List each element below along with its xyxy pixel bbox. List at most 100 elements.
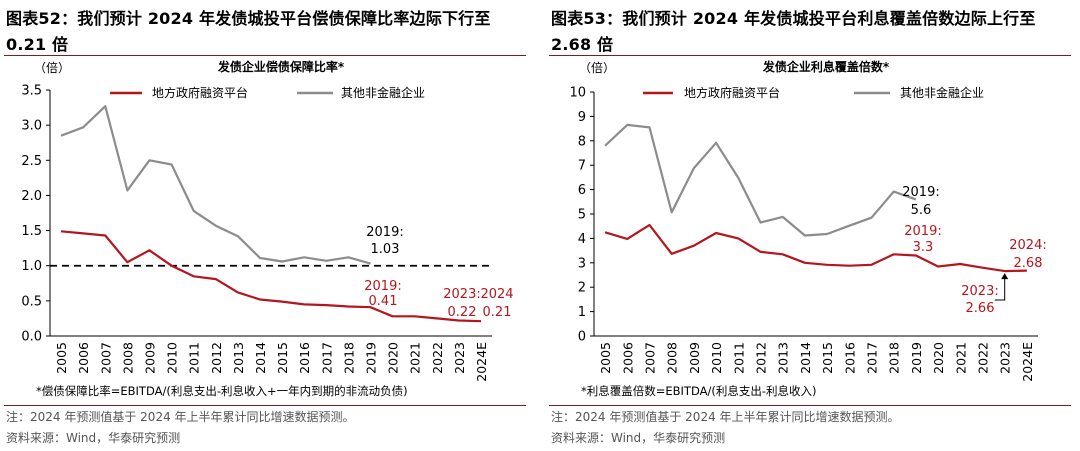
annotation-label: 2024: xyxy=(1009,238,1046,253)
y-tick-label: 0 xyxy=(578,330,586,345)
annotation-value: 5.6 xyxy=(911,203,932,218)
x-tick-label: 2008 xyxy=(120,342,135,374)
y-tick-label: 2.5 xyxy=(21,154,42,169)
x-tick-label: 2016 xyxy=(842,342,857,374)
y-tick-label: 7 xyxy=(578,159,586,174)
forecast-note: 注：2024 年预测值基于 2024 年上半年累计同比增速数据预测。 xyxy=(6,410,355,424)
y-tick-label: 1.0 xyxy=(21,259,42,274)
y-tick-label: 2 xyxy=(578,281,586,296)
annotation-label: 2019: xyxy=(366,225,403,240)
y-tick-label: 9 xyxy=(578,110,586,125)
x-tick-label: 2019 xyxy=(909,342,924,374)
x-tick-label: 2009 xyxy=(142,342,157,374)
annotation-value: 3.3 xyxy=(913,240,934,255)
forecast-note: 注：2024 年预测值基于 2024 年上半年累计同比增速数据预测。 xyxy=(551,410,900,424)
y-axis-unit-label: （倍） xyxy=(34,60,70,75)
x-tick-label: 2009 xyxy=(687,342,702,374)
x-tick-label: 2005 xyxy=(598,342,613,374)
x-tick-label: 2013 xyxy=(231,342,246,374)
x-tick-label: 2019 xyxy=(363,342,378,374)
y-tick-label: 4 xyxy=(578,232,586,247)
annotation-label: 2019: xyxy=(904,224,941,239)
y-axis-unit-label: （倍） xyxy=(579,60,615,75)
x-tick-label: 2017 xyxy=(319,342,334,374)
x-tick-label: 2013 xyxy=(776,342,791,374)
annotation-label: 2023: xyxy=(961,284,998,299)
annotation-arrow-head xyxy=(1001,273,1009,280)
annotation-label: 2023: xyxy=(443,287,480,302)
chart-footnote: *偿债保障比率=EBITDA/(利息支出-利息收入+一年内到期的非流动负债) xyxy=(36,384,408,398)
x-tick-label: 2020 xyxy=(931,342,946,374)
y-tick-label: 0.5 xyxy=(21,294,42,309)
x-tick-label: 2005 xyxy=(54,342,69,374)
x-tick-label: 2007 xyxy=(643,342,658,374)
annotation-value: 1.03 xyxy=(371,242,400,257)
footer-rule xyxy=(4,405,526,406)
x-tick-label: 2023 xyxy=(452,342,467,374)
x-tick-label: 2011 xyxy=(187,342,202,374)
x-tick-label: 2007 xyxy=(98,342,113,374)
series-line-other-non-financial xyxy=(604,123,917,237)
series-line-local-gov-platforms xyxy=(60,230,482,323)
chart-title: 发债企业利息覆盖倍数* xyxy=(762,59,890,74)
x-tick-label: 2022 xyxy=(430,342,445,374)
x-tick-label: 2010 xyxy=(709,342,724,374)
series-line-other-non-financial xyxy=(60,105,371,265)
x-tick-label: 2011 xyxy=(731,342,746,374)
annotation-label: 2019: xyxy=(902,185,939,200)
x-tick-label: 2022 xyxy=(976,342,991,374)
annotation-value: 2.68 xyxy=(1014,256,1043,271)
chart-interest-coverage-ratio: 发债企业利息覆盖倍数* （倍） 0 1 2 3 4 5 6 7 8 9 10 2005 2006 2007 20… xyxy=(569,59,1046,398)
y-tick-label: 1 xyxy=(578,305,586,320)
x-tick-label: 2014 xyxy=(253,342,268,374)
x-tick-label: 2015 xyxy=(820,342,835,374)
figure-title: 图表52：我们预计 2024 年发债城投平台偿债保障比率边际下行至0.21 倍 xyxy=(6,9,491,54)
annotation-value: 0.22 xyxy=(448,305,477,320)
chart-title: 发债企业偿债保障比率* xyxy=(217,59,345,74)
x-tick-label: 2018 xyxy=(887,342,902,374)
x-tick-label: 2008 xyxy=(665,342,680,374)
x-tick-label: 2006 xyxy=(76,342,91,374)
annotation-label: 2019: xyxy=(364,279,401,294)
figure-title: 图表53：我们预计 2024 年发债城投平台利息覆盖倍数边际上行至2.68 倍 xyxy=(551,9,1036,54)
footer-rule xyxy=(549,405,1071,406)
y-tick-label: 0.0 xyxy=(21,330,42,345)
x-tick-label: 2014 xyxy=(798,342,813,374)
x-tick-label: 2018 xyxy=(341,342,356,374)
y-tick-label: 2.0 xyxy=(21,189,42,204)
legend-label-other: 其他非金融企业 xyxy=(341,85,425,100)
y-tick-label: 3.5 xyxy=(21,84,42,99)
x-tick-label: 2024E xyxy=(474,342,489,382)
y-tick-label: 3 xyxy=(578,256,586,271)
y-tick-label: 1.5 xyxy=(21,224,42,239)
source-note: 资料来源：Wind，华泰研究预测 xyxy=(6,431,181,445)
panel-debt-coverage: 图表52：我们预计 2024 年发债城投平台偿债保障比率边际下行至0.21 倍 … xyxy=(0,0,530,451)
annotation-leader-line xyxy=(994,277,1006,301)
series-line-local-gov-platforms xyxy=(604,223,1027,273)
annotation-value: 0.41 xyxy=(369,294,398,309)
x-tick-label: 2021 xyxy=(408,342,423,374)
title-rule xyxy=(4,55,526,56)
source-note: 资料来源：Wind，华泰研究预测 xyxy=(551,431,726,445)
x-tick-label: 2024E xyxy=(1020,342,1035,382)
y-tick-label: 8 xyxy=(578,134,586,149)
chart-debt-coverage-ratio: 发债企业偿债保障比率* （倍） 0.0 0.5 1.0 1.5 2.0 2.5 3.0 3.5 20… xyxy=(21,59,513,398)
x-tick-label: 2010 xyxy=(165,342,180,374)
x-tick-label: 2021 xyxy=(953,342,968,374)
annotation-value: 0.21 xyxy=(483,305,512,320)
y-tick-label: 10 xyxy=(569,86,586,101)
x-tick-label: 2015 xyxy=(275,342,290,374)
legend-label-local-gov: 地方政府融资平台 xyxy=(684,85,780,100)
legend-label-other: 其他非金融企业 xyxy=(900,85,984,100)
annotation-label: 2024 xyxy=(480,287,513,302)
panel-interest-coverage: 图表53：我们预计 2024 年发债城投平台利息覆盖倍数边际上行至2.68 倍 … xyxy=(545,0,1075,451)
x-tick-label: 2017 xyxy=(865,342,880,374)
x-tick-label: 2006 xyxy=(620,342,635,374)
x-tick-label: 2012 xyxy=(209,342,224,374)
title-rule xyxy=(549,55,1071,56)
y-tick-label: 3.0 xyxy=(21,119,42,134)
x-tick-label: 2023 xyxy=(998,342,1013,374)
legend-label-local-gov: 地方政府融资平台 xyxy=(152,85,248,100)
y-tick-label: 5 xyxy=(578,208,586,223)
y-tick-label: 6 xyxy=(578,183,586,198)
